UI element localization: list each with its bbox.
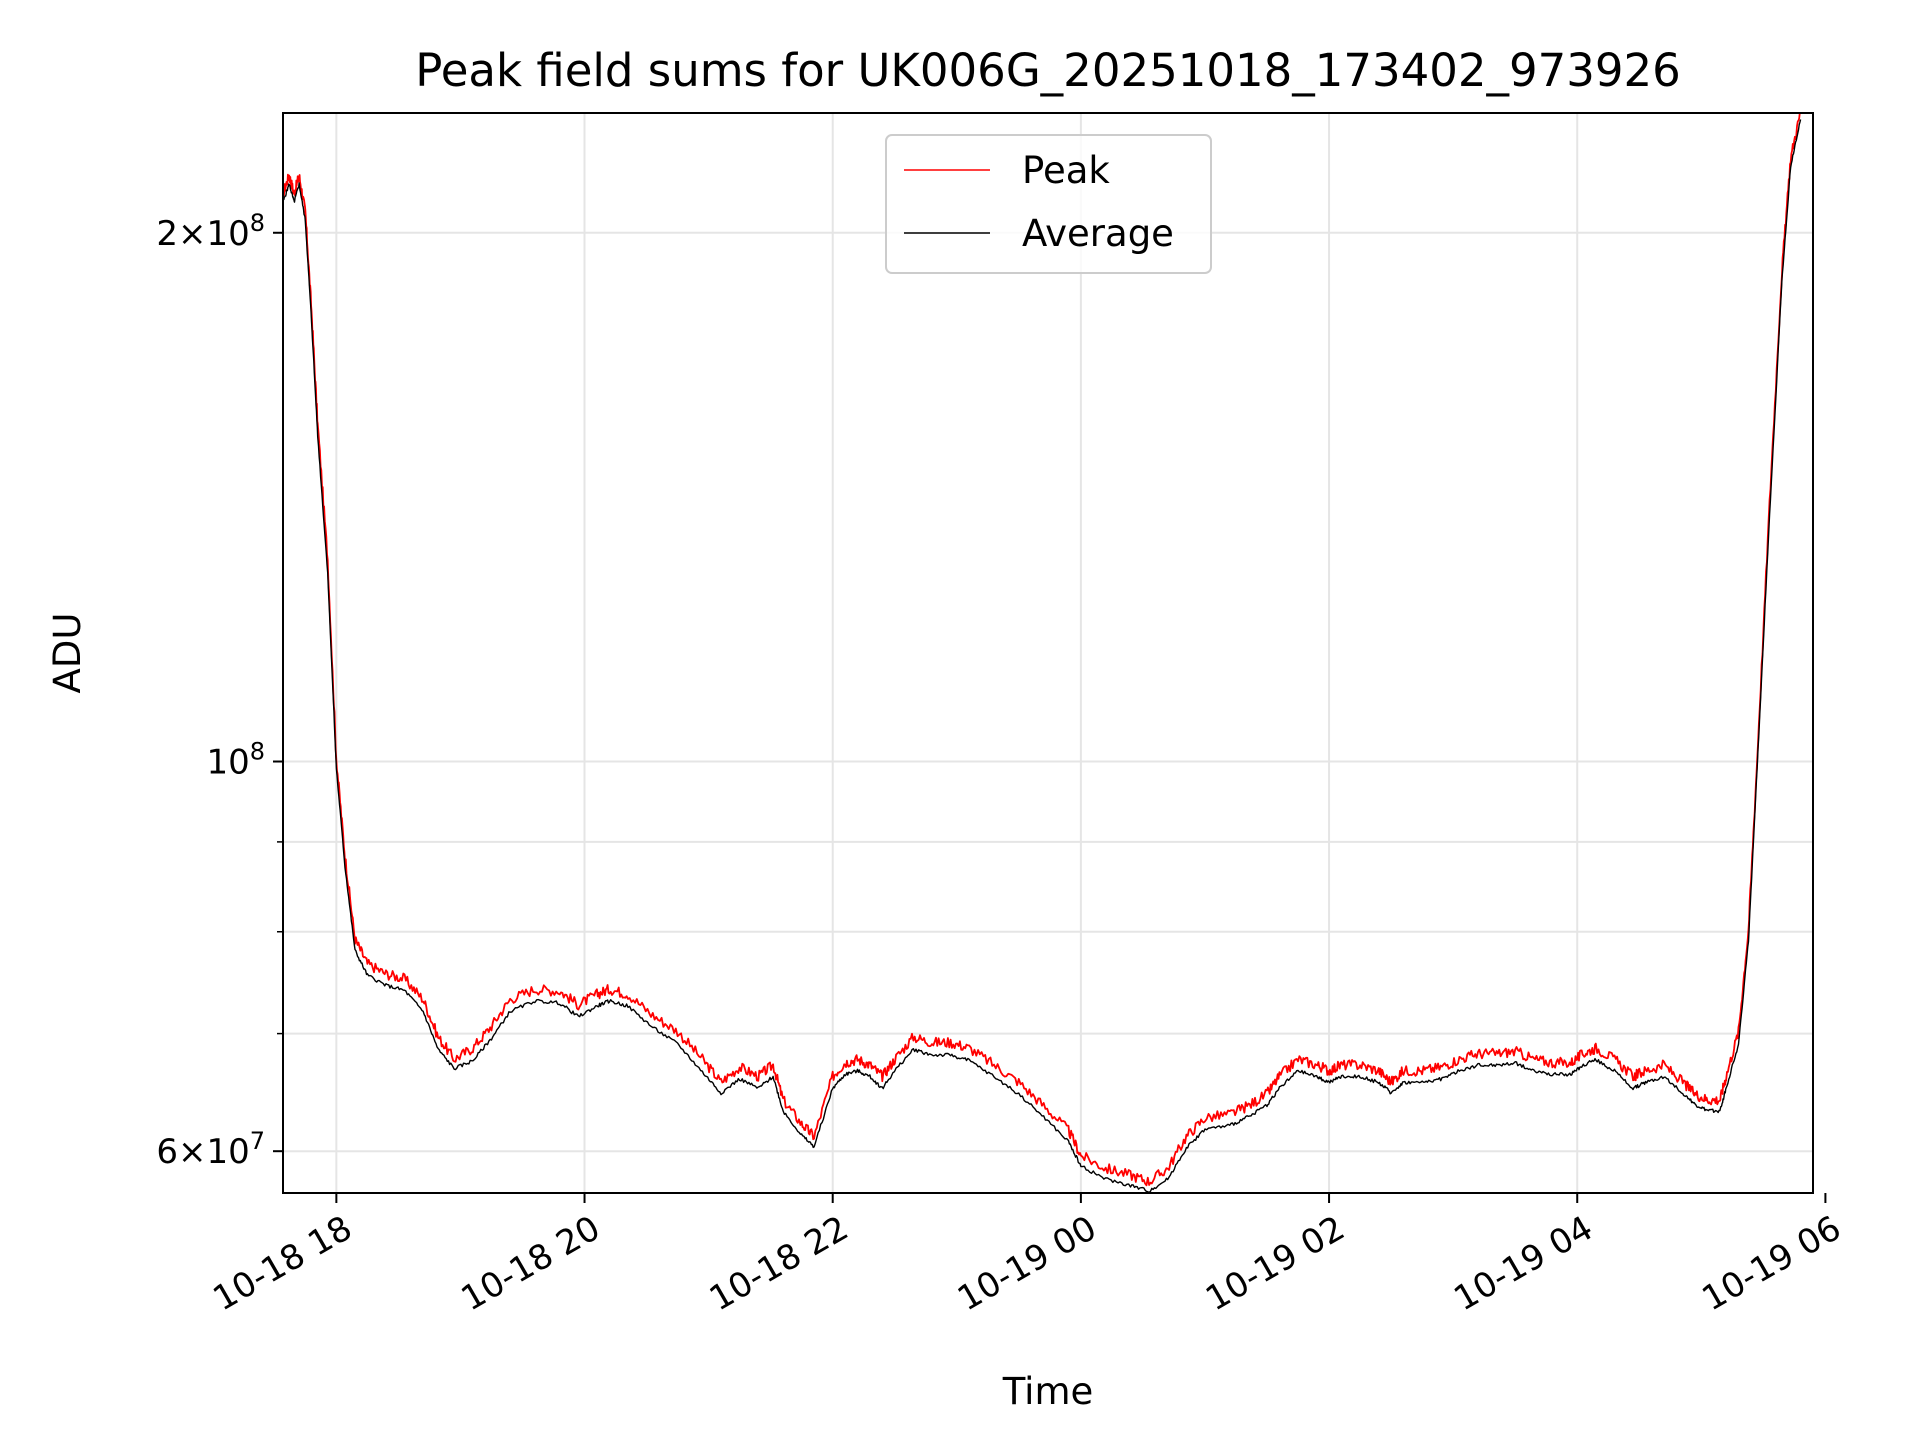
grid — [283, 113, 1813, 1193]
x-axis-label: Time — [1002, 1370, 1094, 1413]
legend-peak-label: Peak — [1022, 149, 1110, 192]
y-axis-ticks: 6×107 108 2×108 — [156, 209, 283, 1172]
legend-average-label: Average — [1022, 212, 1174, 255]
y-tick-label: 2×108 — [156, 209, 265, 254]
series-line-peak — [283, 113, 1801, 1187]
legend: Peak Average — [885, 134, 1212, 274]
y-tick-label: 6×107 — [156, 1127, 265, 1172]
series-line-average — [283, 119, 1802, 1193]
y-axis-label: ADU — [46, 613, 89, 694]
chart-title: Peak field sums for UK006G_20251018_1734… — [415, 44, 1681, 97]
plot-frame — [282, 112, 1814, 1194]
plot-series — [283, 113, 1802, 1193]
y-tick-label: 108 — [206, 738, 265, 783]
